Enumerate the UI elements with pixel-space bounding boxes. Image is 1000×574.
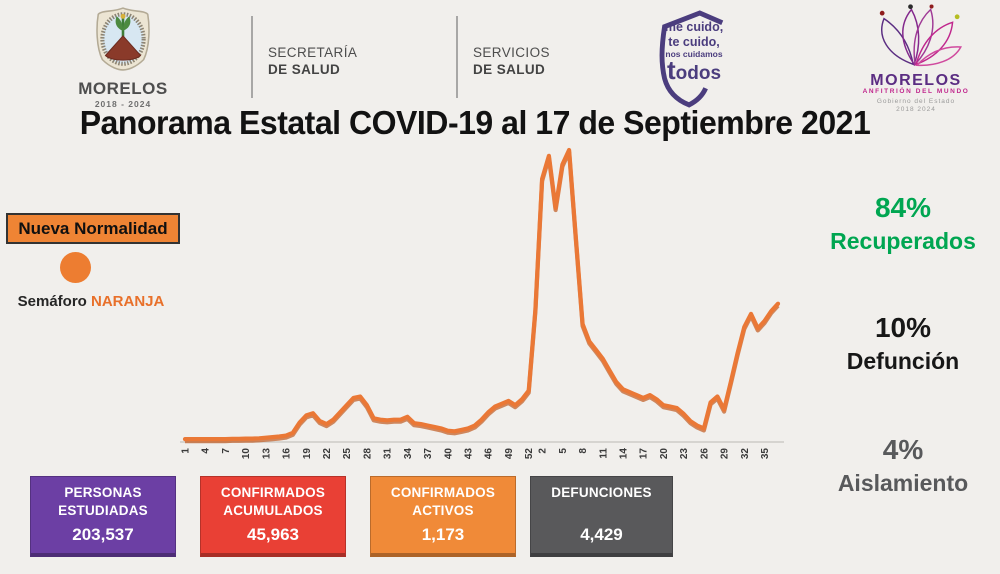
nueva-normalidad-box: Nueva Normalidad [6,213,180,244]
coat-of-arms-title: MORELOS [78,79,168,98]
stat-box-defunciones: DEFUNCIONES 4,429 [530,476,673,557]
stat-recuperados-label: Recuperados [830,228,976,254]
stat-recuperados-pct: 84% [874,192,932,223]
stat-box-label: PERSONAS [64,485,142,500]
page-title: Panorama Estatal COVID-19 al 17 de Septi… [79,104,871,141]
svg-text:28: 28 [362,448,373,460]
svg-text:34: 34 [403,448,414,460]
badge-line1: me cuido, [664,20,724,34]
badge-line4: todos [666,55,722,85]
svg-text:11: 11 [598,448,609,459]
secretaria-line2: DE SALUD [268,62,341,77]
logo-gov-years: 2018 2024 [896,106,936,113]
svg-text:19: 19 [302,448,313,460]
badge-line3: nos cuidamos [665,49,723,59]
svg-text:16: 16 [282,448,293,460]
stat-box-confirmados-acumulados: CONFIRMADOS ACUMULADOS 45,963 [200,476,346,557]
semaforo-caption: Semáforo NARANJA [0,293,182,310]
morelos-coat-of-arms-icon [96,7,150,71]
svg-text:26: 26 [699,448,710,460]
svg-text:49: 49 [504,448,515,460]
coat-of-arms-years: 2018 - 2024 [94,99,152,109]
badge-text: me cuido, te cuido, nos cuidamos todos [658,20,730,85]
stat-box-confirmados-activos: CONFIRMADOS ACTIVOS 1,173 [370,476,516,557]
svg-text:22: 22 [322,448,333,460]
svg-text:31: 31 [383,448,394,460]
header-divider [251,16,253,98]
header-divider [456,16,458,98]
stat-defuncion-pct: 10% [874,312,932,343]
badge-line2: te cuido, [668,34,720,49]
svg-text:10: 10 [241,448,252,460]
secretaria-de-salud-label: SECRETARÍA DE SALUD [268,44,357,78]
stat-defuncion: 10% Defunción [812,312,994,375]
semaforo-caption-value: NARANJA [91,293,165,310]
svg-text:7: 7 [221,448,232,454]
svg-text:17: 17 [639,448,650,460]
servicios-de-salud-label: SERVICIOS DE SALUD [473,44,550,78]
secretaria-line1: SECRETARÍA [268,45,358,60]
svg-text:5: 5 [558,448,569,454]
lotus-logo-icon [879,4,962,67]
stat-box-label: CONFIRMADOS [220,485,326,500]
svg-text:25: 25 [342,448,353,460]
svg-text:23: 23 [679,448,690,460]
svg-text:14: 14 [619,448,630,460]
stat-aislamiento: 4% Aislamiento [812,434,994,497]
stat-box-personas-estudiadas: PERSONAS ESTUDIADAS 203,537 [30,476,176,557]
morelos-logo-block: MORELOS ANFITRIÓN DEL MUNDO Gobierno del… [852,4,980,114]
stat-box-value: 45,963 [247,525,299,544]
svg-text:40: 40 [443,448,454,460]
shield-badge-icon [659,10,724,108]
svg-text:32: 32 [740,448,751,460]
svg-text:35: 35 [760,448,771,460]
svg-text:20: 20 [659,448,670,460]
logo-name: MORELOS [870,72,962,89]
stat-box-label: ESTUDIADAS [58,503,148,518]
semaforo-circle [60,252,91,283]
stat-box-value: 203,537 [72,525,134,544]
servicios-line2: DE SALUD [473,62,546,77]
stat-recuperados: 84% Recuperados [812,192,994,255]
logo-tagline: ANFITRIÓN DEL MUNDO [862,88,970,95]
stat-defuncion-label: Defunción [846,348,960,374]
svg-text:52: 52 [524,448,535,460]
stat-box-value: 4,429 [580,525,623,544]
stat-box-label: DEFUNCIONES [551,485,652,500]
svg-text:46: 46 [484,448,495,460]
svg-text:13: 13 [261,448,272,460]
semaforo-caption-prefix: Semáforo [17,293,87,310]
svg-text:4: 4 [201,448,212,454]
svg-text:29: 29 [720,448,731,460]
stat-box-value: 1,173 [421,525,465,544]
logo-gov-line: Gobierno del Estado [876,98,956,105]
stat-aislamiento-label: Aislamiento [837,470,969,496]
svg-text:1: 1 [181,448,192,454]
svg-text:2: 2 [538,448,549,454]
stat-box-label: ACUMULADOS [223,503,323,518]
stat-box-label: ACTIVOS [412,503,474,518]
stat-aislamiento-pct: 4% [882,434,924,465]
svg-text:43: 43 [464,448,475,460]
servicios-line1: SERVICIOS [473,45,550,60]
coat-of-arms-block: MORELOS 2018 - 2024 [58,6,188,109]
svg-text:8: 8 [578,448,589,454]
me-cuido-badge: me cuido, te cuido, nos cuidamos todos [646,4,734,108]
svg-text:37: 37 [423,448,434,460]
weekly-cases-line-chart: 1 4 7 10 13 16 19 22 25 28 31 34 37 40 43 46 49 52 2 5 8 11 14… [180,147,784,460]
stat-box-label: CONFIRMADOS [390,485,496,500]
